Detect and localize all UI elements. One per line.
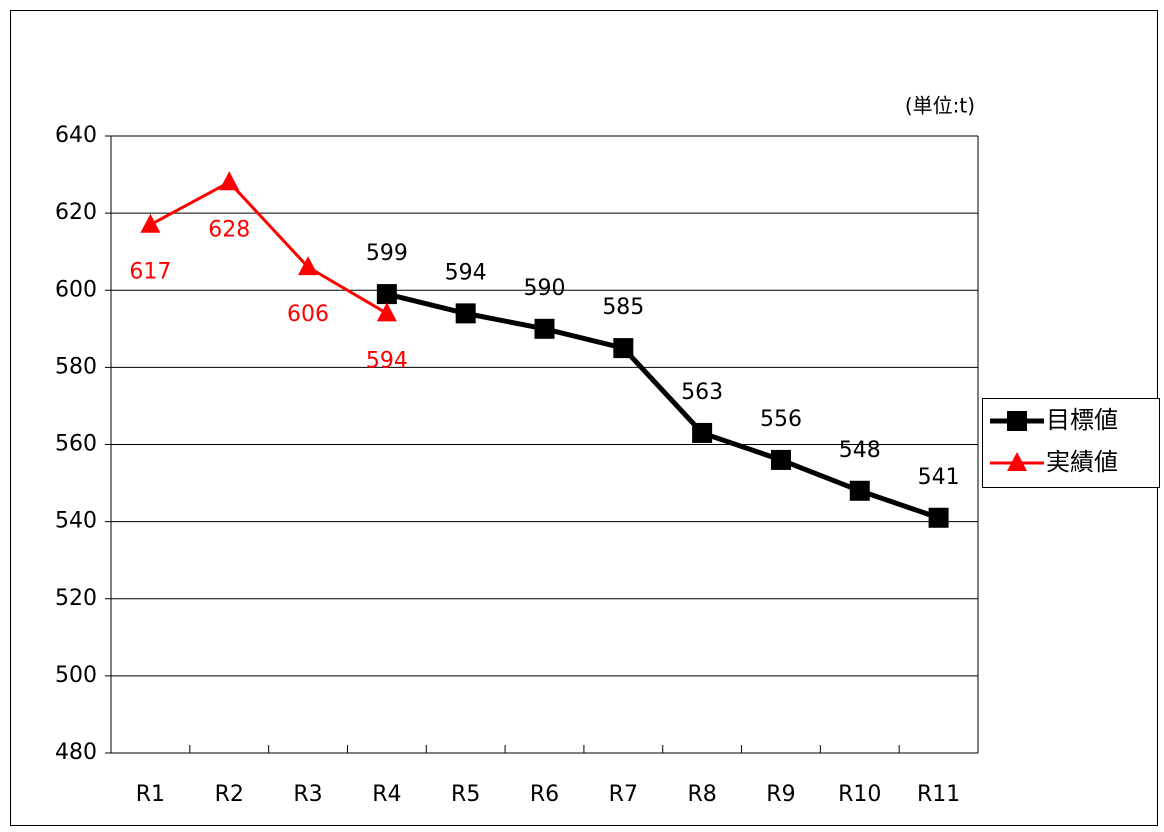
y-tick-label: 500 (55, 663, 97, 688)
y-tick-label: 640 (55, 123, 97, 148)
x-tick-label: R11 (917, 782, 960, 807)
data-label: 556 (760, 407, 802, 432)
series-line (149, 180, 388, 315)
data-label: 563 (681, 380, 723, 405)
y-tick-label: 540 (55, 509, 97, 534)
data-label: 628 (208, 217, 250, 242)
y-tick-label: 560 (55, 432, 97, 457)
data-label: 585 (602, 295, 644, 320)
legend-label: 目標値 (1046, 406, 1118, 434)
data-point (692, 422, 713, 443)
x-tick-label: R7 (609, 782, 638, 807)
data-point (140, 213, 161, 233)
legend-label: 実績値 (1046, 448, 1118, 476)
y-tick-label: 620 (55, 200, 97, 225)
data-label: 606 (287, 302, 329, 327)
y-tick-label: 600 (55, 277, 97, 302)
x-tick-label: R2 (215, 782, 244, 807)
x-tick-label: R8 (687, 782, 716, 807)
x-tick-label: R9 (766, 782, 795, 807)
data-label: 617 (129, 260, 171, 285)
x-tick-label: R1 (136, 782, 165, 807)
series-line (386, 291, 940, 521)
y-tick-label: 480 (55, 740, 97, 765)
data-label: 541 (918, 465, 960, 490)
x-tick-label: R10 (838, 782, 881, 807)
data-point (534, 318, 555, 339)
x-tick-label: R3 (293, 782, 322, 807)
data-label: 594 (445, 260, 487, 285)
data-point (298, 256, 319, 276)
y-tick-label: 520 (55, 586, 97, 611)
data-label: 594 (366, 348, 408, 373)
data-point (219, 171, 240, 191)
data-label: 548 (839, 438, 881, 463)
x-tick-label: R5 (451, 782, 480, 807)
data-point (376, 284, 397, 305)
unit-annotation: (単位:t) (905, 94, 975, 118)
data-point (928, 507, 949, 528)
data-point (376, 302, 397, 322)
data-point (455, 303, 476, 324)
data-point (613, 338, 634, 359)
data-label: 599 (366, 241, 408, 266)
y-tick-label: 580 (55, 354, 97, 379)
legend-marker (1007, 411, 1027, 431)
data-point (849, 480, 870, 501)
x-tick-label: R4 (372, 782, 401, 807)
x-tick-label: R6 (530, 782, 559, 807)
data-point (770, 449, 791, 470)
legend-marker (1007, 452, 1027, 471)
data-label: 590 (524, 276, 566, 301)
